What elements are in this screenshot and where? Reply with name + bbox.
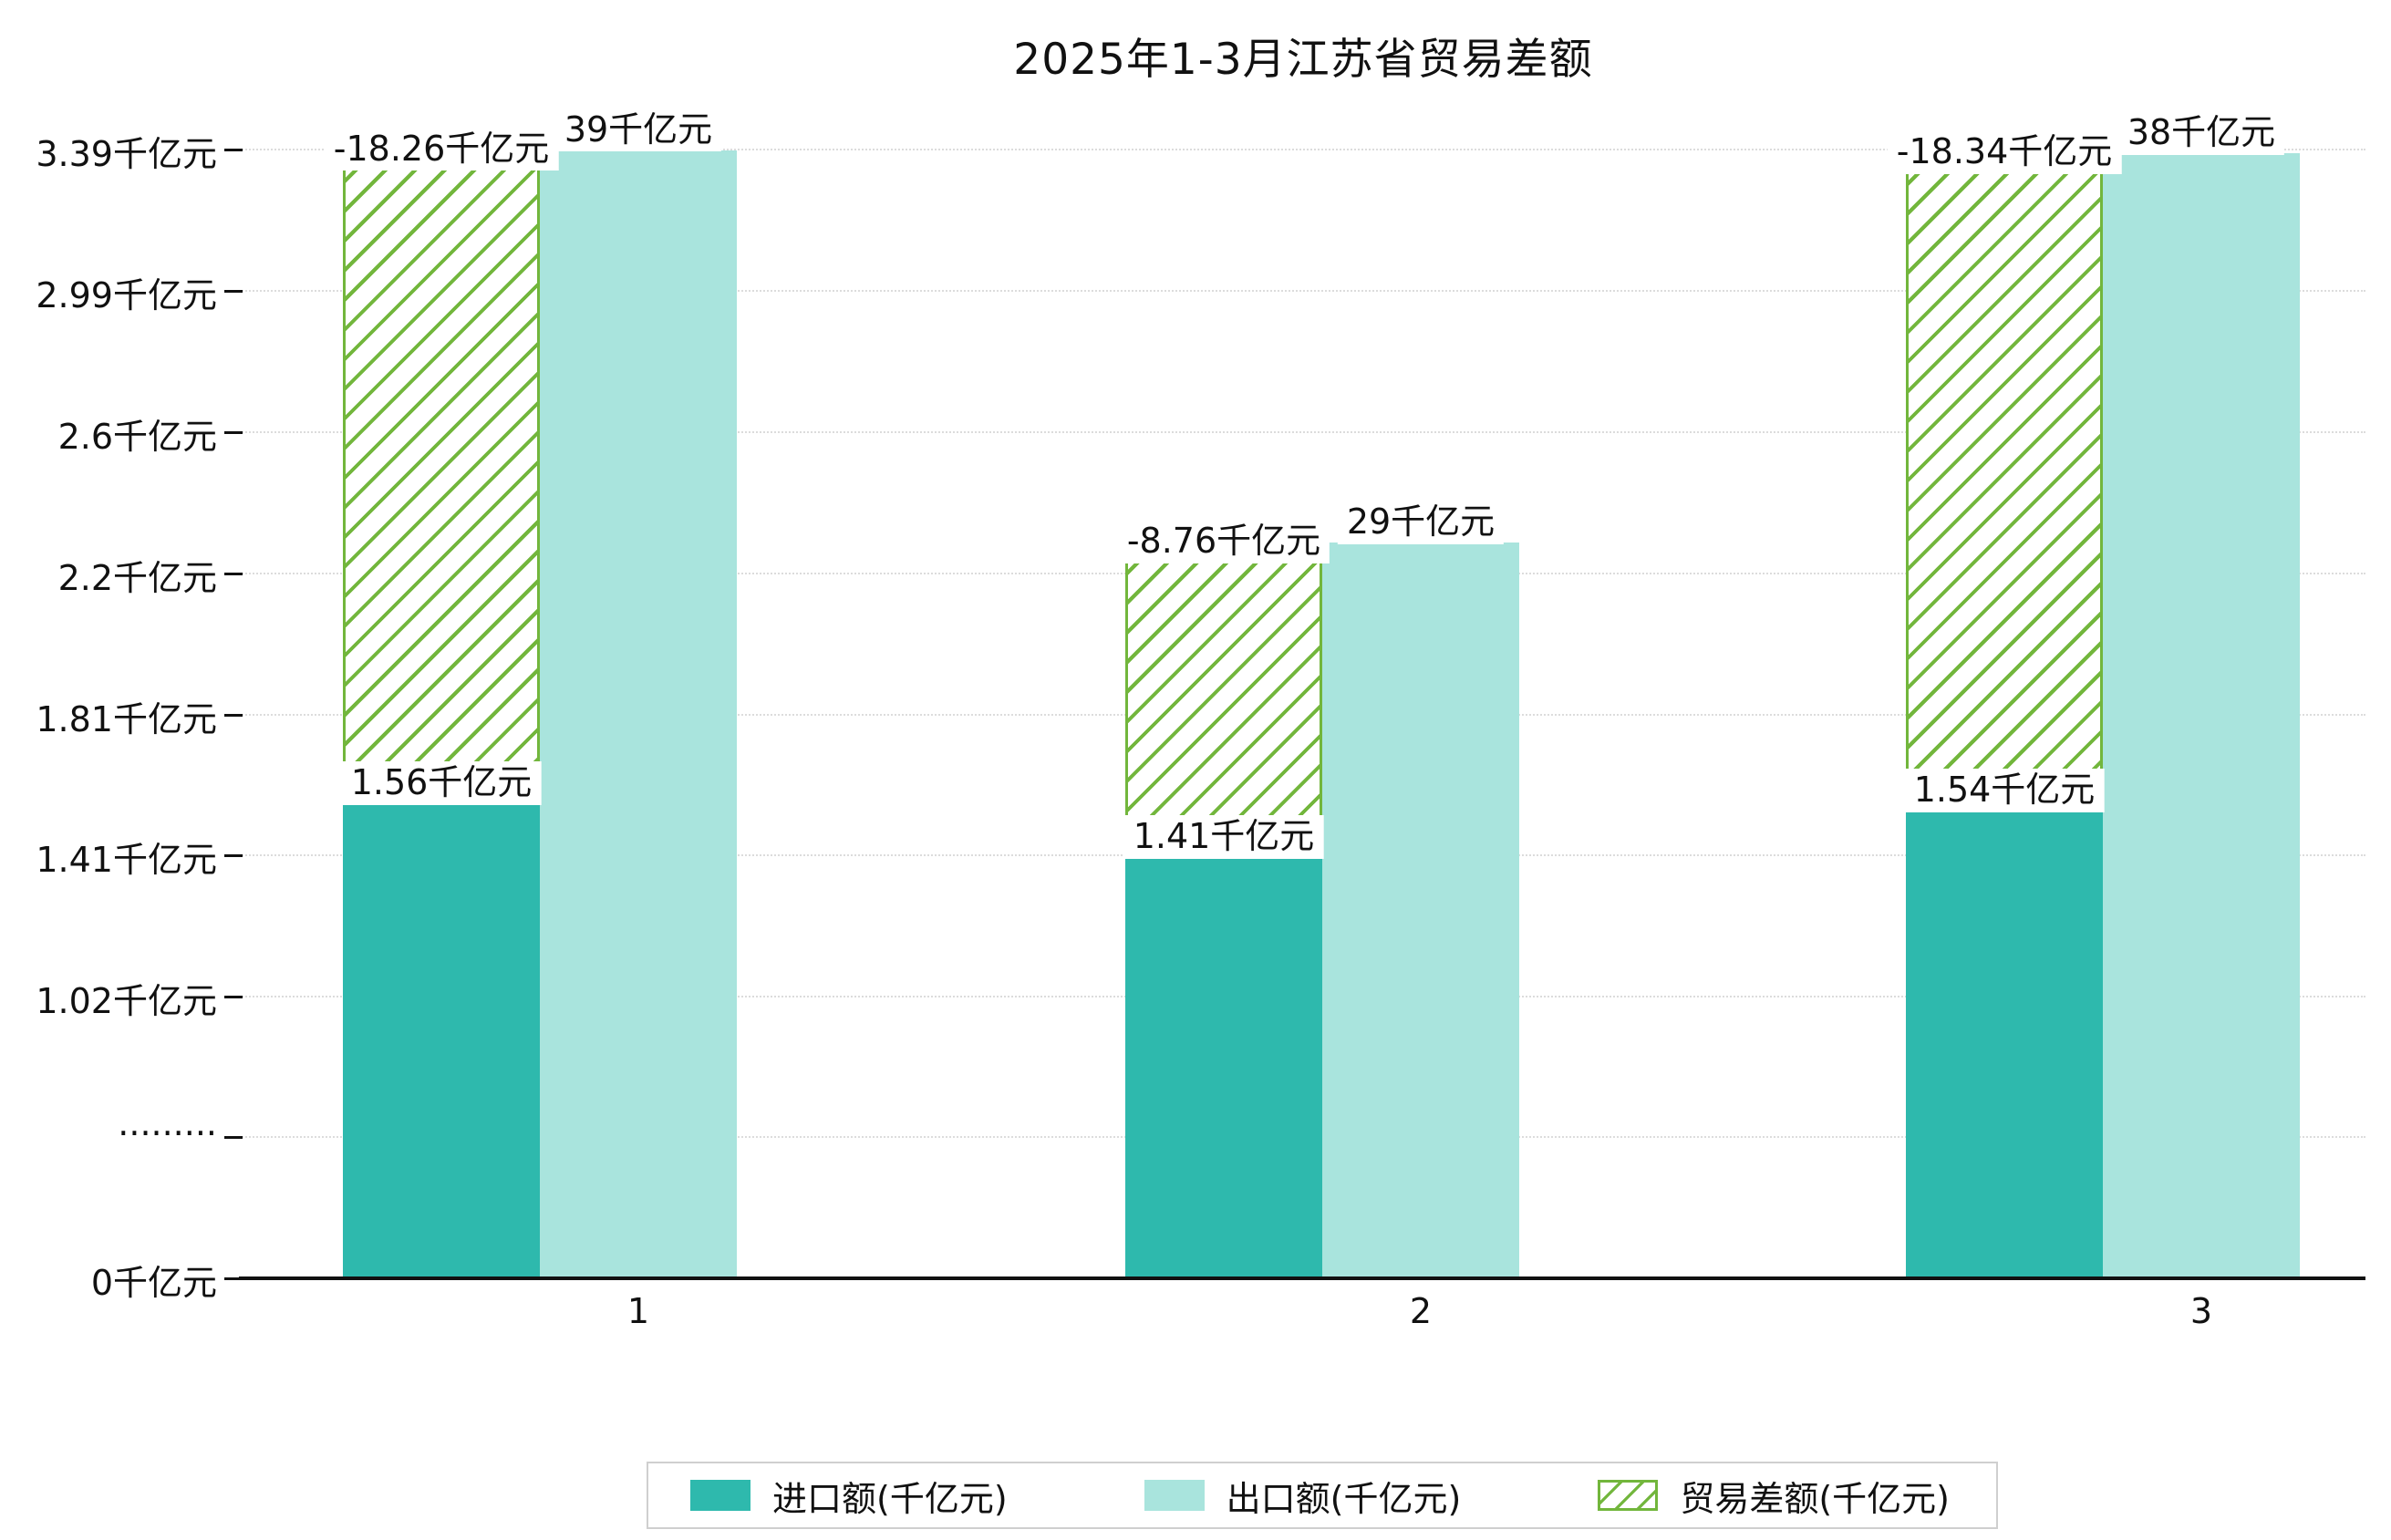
balance-bar — [343, 150, 540, 804]
import-value-label: 1.56千亿元 — [341, 761, 542, 806]
import-bar — [343, 803, 540, 1278]
legend-label-export: 出口额(千亿元) — [1226, 1478, 1462, 1519]
export-value-label: 29千亿元 — [1337, 501, 1505, 545]
balance-bar — [1125, 543, 1322, 858]
legend-item-export: 出口额(千亿元) — [1144, 1471, 1462, 1521]
y-gridline — [239, 431, 2365, 433]
y-tickmark — [224, 149, 243, 151]
legend-label-balance: 贸易差额(千亿元) — [1680, 1478, 1950, 1519]
y-tick-label: 1.41千亿元 — [36, 840, 217, 880]
y-tickmark — [224, 854, 243, 857]
legend-swatch-balance — [1598, 1480, 1659, 1511]
y-tickmark — [224, 996, 243, 998]
legend-item-balance: 贸易差额(千亿元) — [1598, 1471, 1950, 1521]
y-tickmark — [224, 714, 243, 717]
y-tickmark — [224, 1277, 243, 1280]
balance-bar — [1906, 153, 2103, 811]
x-tick-label: 1 — [626, 1291, 650, 1331]
x-tick-label: 2 — [1409, 1291, 1433, 1331]
chart-title: 2025年1-3月江苏省贸易差额 — [1013, 35, 1593, 85]
y-tick-label: 2.6千亿元 — [57, 417, 217, 457]
import-value-label: 1.41千亿元 — [1123, 815, 1324, 859]
export-bar — [540, 150, 737, 1278]
y-tickmark — [224, 1136, 243, 1139]
balance-value-label: -8.76千亿元 — [1117, 520, 1330, 564]
y-tick-label: 2.2千亿元 — [57, 558, 217, 598]
x-axis-line — [239, 1276, 2365, 1280]
export-bar — [2103, 153, 2300, 1278]
y-tickmark — [224, 573, 243, 575]
import-value-label: 1.54千亿元 — [1904, 769, 2105, 813]
import-bar — [1125, 857, 1322, 1278]
export-value-label: 39千亿元 — [554, 108, 722, 152]
y-tick-label: 3.39千亿元 — [36, 134, 217, 174]
legend-swatch-export — [1144, 1480, 1205, 1511]
y-tickmark — [224, 431, 243, 434]
y-gridline — [239, 149, 2365, 150]
balance-value-label: -18.26千亿元 — [324, 127, 559, 171]
legend: 进口额(千亿元) 出口额(千亿元) 贸易差额(千亿元) — [647, 1462, 1998, 1529]
legend-item-import: 进口额(千亿元) — [690, 1471, 1008, 1521]
y-tick-label: 0千亿元 — [90, 1263, 217, 1303]
y-gridline — [239, 290, 2365, 292]
balance-value-label: -18.34千亿元 — [1887, 130, 2122, 175]
export-bar — [1322, 543, 1519, 1278]
export-value-label: 38千亿元 — [2117, 111, 2285, 156]
x-tick-label: 3 — [2189, 1291, 2213, 1331]
legend-label-import: 进口额(千亿元) — [772, 1478, 1008, 1519]
y-tickmark — [224, 290, 243, 293]
import-bar — [1906, 811, 2103, 1278]
y-tick-label: ········· — [118, 1113, 217, 1153]
y-tick-label: 1.81千亿元 — [36, 699, 217, 739]
y-tick-label: 1.02千亿元 — [36, 981, 217, 1021]
y-tick-label: 2.99千亿元 — [36, 275, 217, 315]
legend-swatch-import — [690, 1480, 750, 1511]
